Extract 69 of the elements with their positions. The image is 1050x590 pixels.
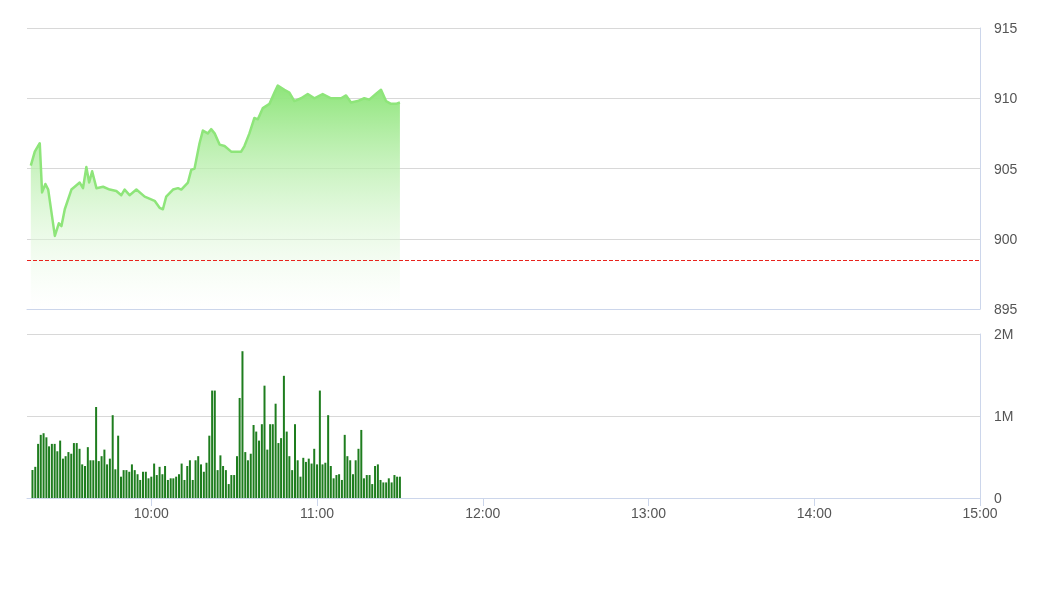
bar xyxy=(360,429,363,498)
bar xyxy=(385,482,388,498)
y-tick-label: 0 xyxy=(994,490,1002,506)
bar xyxy=(64,456,67,498)
bar xyxy=(335,475,338,498)
x-tick-label: 14:00 xyxy=(796,505,832,521)
bar xyxy=(53,443,56,498)
bar xyxy=(67,452,70,498)
bar xyxy=(136,474,139,498)
bar xyxy=(50,443,53,498)
bar xyxy=(224,470,227,498)
bar xyxy=(169,478,172,498)
bar xyxy=(122,470,125,498)
y-tick-label: 2M xyxy=(994,326,1014,342)
bar xyxy=(72,443,75,498)
bar xyxy=(117,435,120,498)
bar xyxy=(95,406,98,498)
y-tick-label: 895 xyxy=(994,301,1018,317)
bar xyxy=(294,424,296,498)
bar xyxy=(263,385,266,498)
x-tick-label: 11:00 xyxy=(300,505,335,521)
bar xyxy=(343,434,346,498)
y-tick-label: 915 xyxy=(994,20,1018,36)
bar xyxy=(313,448,316,498)
bar xyxy=(252,425,255,498)
bar xyxy=(302,457,305,498)
bar xyxy=(39,434,42,498)
bar xyxy=(307,458,310,498)
bar xyxy=(338,474,341,498)
bar xyxy=(130,464,133,498)
bar xyxy=(180,463,183,498)
bar xyxy=(164,466,167,498)
x-tick-label: 10:00 xyxy=(133,505,170,521)
bar xyxy=(75,443,78,498)
bar xyxy=(45,437,48,498)
bar xyxy=(111,415,114,498)
bar xyxy=(393,475,396,498)
bar xyxy=(31,470,34,498)
bar xyxy=(349,460,352,498)
bar xyxy=(42,433,45,498)
bar xyxy=(365,475,368,498)
bar xyxy=(197,456,200,498)
y-tick-label: 910 xyxy=(994,90,1018,107)
bar xyxy=(382,482,385,498)
x-tick-label: 12:00 xyxy=(465,505,501,521)
y-tick-label: 900 xyxy=(994,230,1018,247)
bar xyxy=(86,447,89,498)
bar xyxy=(368,475,371,498)
x-tick-label: 13:00 xyxy=(631,505,667,521)
bar xyxy=(241,351,244,498)
bar xyxy=(158,466,161,498)
y-tick-label: 905 xyxy=(994,160,1018,177)
bar xyxy=(153,463,156,498)
bar xyxy=(172,478,175,498)
bar xyxy=(318,390,321,498)
bar xyxy=(188,460,191,498)
bar xyxy=(103,449,106,498)
bar xyxy=(387,478,390,498)
bar xyxy=(230,475,233,498)
y-tick-label: 1M xyxy=(994,408,1014,424)
x-tick-label: 15:00 xyxy=(962,505,998,521)
bar xyxy=(59,440,62,498)
bar xyxy=(327,415,330,498)
bar xyxy=(219,455,222,498)
bar xyxy=(125,470,128,498)
bar xyxy=(304,461,307,498)
bar xyxy=(282,375,285,498)
bar xyxy=(274,403,277,498)
bar xyxy=(194,460,197,498)
